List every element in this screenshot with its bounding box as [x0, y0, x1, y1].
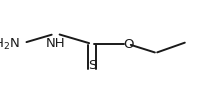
Text: S: S [88, 59, 96, 72]
Text: H$_2$N: H$_2$N [0, 36, 20, 52]
Text: NH: NH [46, 37, 66, 50]
Text: O: O [123, 37, 133, 51]
